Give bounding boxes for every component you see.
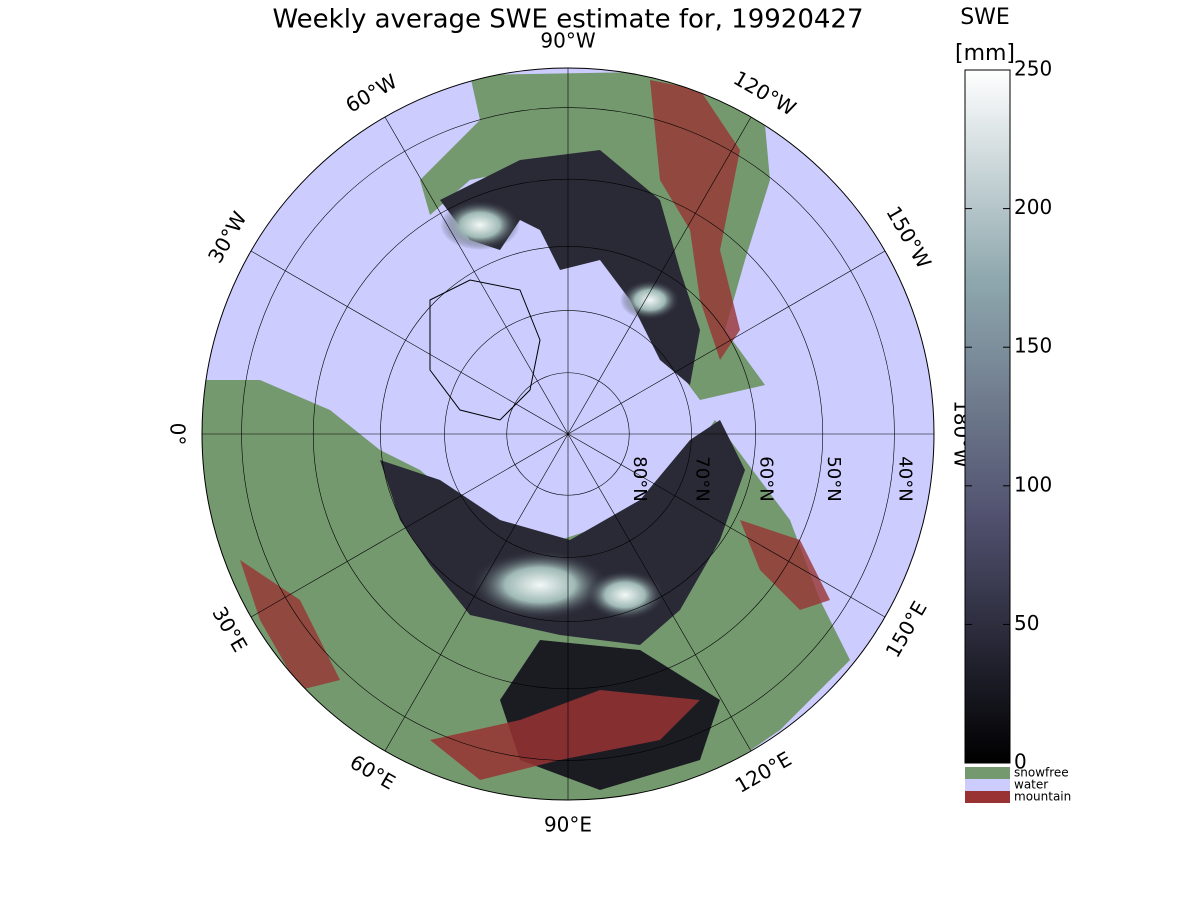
legend-swatch (965, 779, 1010, 791)
mountain-east-asia (740, 520, 830, 610)
map-title: Weekly average SWE estimate for, 1992042… (272, 5, 863, 35)
mountain-himalaya (430, 690, 700, 780)
colorbar-tick-label: 0 (1014, 750, 1027, 774)
parallel-label: 40°N (894, 456, 915, 501)
legend-label: snowfree (1014, 766, 1069, 780)
snow-peak (585, 570, 665, 620)
meridian (250, 433, 569, 618)
meridian (567, 250, 886, 435)
colorbar-tick-label: 200 (1014, 195, 1052, 219)
parallel-label: 50°N (823, 456, 844, 501)
colorbar-unit: [mm] (955, 41, 1015, 66)
mountain-rockies (650, 80, 740, 360)
snow-peak (440, 200, 520, 250)
meridian-label: 30°W (203, 207, 252, 267)
meridian-label: 30°E (207, 602, 252, 656)
meridian-label: 0° (166, 423, 190, 446)
meridian (567, 116, 752, 435)
meridian (567, 433, 752, 752)
meridian-label: 60°W (341, 69, 401, 118)
map-border (201, 67, 935, 801)
snow-peak (470, 550, 610, 620)
meridian (250, 250, 569, 435)
greenland-outline (429, 279, 541, 421)
parallel-label: 80°N (629, 456, 650, 501)
colorbar-tick-label: 100 (1014, 472, 1052, 496)
colorbar-tick-label: 150 (1014, 334, 1052, 358)
meridian (567, 433, 886, 618)
meridian-label: 60°E (346, 750, 400, 795)
meridian (384, 116, 569, 435)
snow-peak (620, 280, 680, 320)
parallel-label: 70°N (691, 456, 712, 501)
colorbar-label: SWE (960, 5, 1010, 30)
meridian-label: 90°E (544, 813, 592, 837)
mountain-europe (240, 560, 340, 690)
legend-swatch (965, 767, 1010, 779)
meridian (384, 433, 569, 752)
legend-label: water (1014, 778, 1048, 792)
parallel-label: 60°N (756, 456, 777, 501)
legend-label: mountain (1014, 790, 1071, 804)
meridian-label: 90°W (540, 29, 595, 53)
colorbar-tick-label: 250 (1014, 57, 1052, 81)
colorbar (964, 69, 1011, 764)
colorbar-tick-label: 50 (1014, 611, 1039, 635)
legend-swatch (965, 791, 1010, 803)
